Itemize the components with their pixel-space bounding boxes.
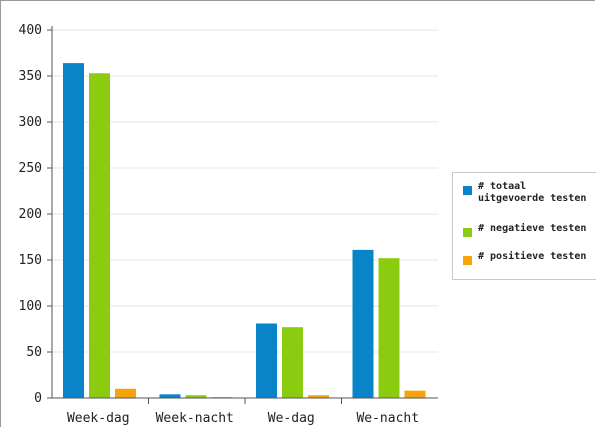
y-tick-label: 100 [19, 299, 42, 314]
bar-we-nacht-series-1 [378, 258, 400, 398]
legend: # totaal uitgevoerde testen # negatieve … [452, 172, 596, 280]
legend-item-negatief: # negatieve testen [463, 223, 590, 237]
bar-week-nacht-series-1 [185, 395, 207, 398]
bars [63, 63, 426, 399]
y-tick-label: 350 [19, 69, 42, 84]
bar-week-dag-series-0 [63, 63, 84, 399]
legend-item-positief: # positieve testen [463, 251, 590, 265]
legend-swatch-positief [463, 256, 472, 265]
y-tick-label: 300 [19, 115, 42, 130]
x-tick-label: Week-nacht [156, 411, 234, 426]
legend-label-negatief: # negatieve testen [478, 223, 587, 234]
bar-we-nacht-series-0 [352, 249, 374, 398]
y-tick-label: 150 [19, 253, 42, 268]
gridlines [52, 29, 438, 353]
bar-we-dag-series-2 [308, 395, 329, 398]
bar-week-dag-series-2 [115, 388, 136, 398]
y-tick-label: 400 [19, 23, 42, 38]
legend-item-totaal: # totaal uitgevoerde testen [463, 181, 590, 205]
bar-we-dag-series-0 [256, 323, 277, 398]
x-tick-label: Week-dag [67, 411, 130, 426]
y-tick-label: 50 [26, 345, 42, 360]
y-tick-label: 200 [19, 207, 42, 222]
y-tick-label: 0 [34, 391, 42, 406]
legend-label-positief: # positieve testen [478, 251, 587, 262]
x-tick-label: We-dag [268, 411, 315, 426]
y-tick-label: 250 [19, 161, 42, 176]
x-axis-ticks: Week-dag Week-nacht We-dag We-nacht [67, 398, 419, 426]
bar-we-dag-series-1 [282, 327, 303, 398]
legend-label-totaal: # totaal uitgevoerde testen [478, 181, 587, 204]
bar-week-dag-series-1 [89, 73, 110, 399]
x-tick-label: We-nacht [356, 411, 419, 426]
bar-we-nacht-series-2 [404, 390, 426, 398]
legend-swatch-totaal [463, 186, 472, 195]
bar-week-nacht-series-0 [159, 394, 181, 398]
y-axis-ticks: 0 50 100 150 200 250 300 350 400 [19, 23, 52, 406]
legend-swatch-negatief [463, 228, 472, 237]
